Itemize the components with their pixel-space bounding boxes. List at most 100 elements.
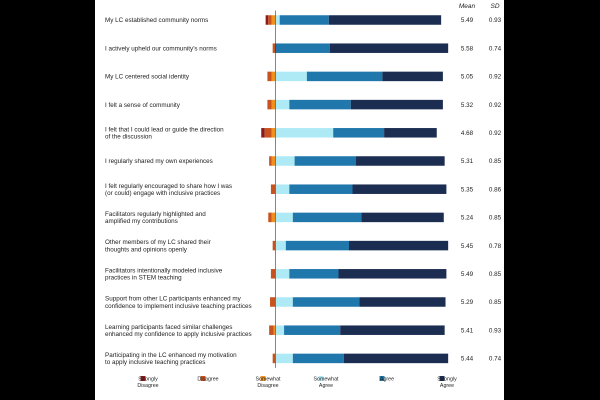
- row-label: My LC established community norms: [105, 17, 208, 24]
- stacked-bar-chart: Mean SD My LC established community norm…: [105, 3, 502, 389]
- bar-segment: [328, 15, 442, 25]
- bar-segment: [292, 212, 362, 223]
- bar-segment: [289, 99, 351, 110]
- legend-label: Disagree: [257, 383, 278, 389]
- legend-item: Disagree: [197, 376, 219, 383]
- row-label: Other members of my LC shared their: [105, 239, 211, 246]
- bar-segment: [272, 240, 276, 251]
- bar-segment: [271, 99, 276, 110]
- bar-segment: [284, 325, 341, 335]
- bar-segment: [264, 128, 272, 138]
- chart-row: Facilitators regularly highlighted andam…: [105, 211, 502, 225]
- legend-item: Agree: [379, 376, 394, 383]
- chart-row: I regularly shared my own experiences 5.3…: [105, 156, 502, 166]
- legend-swatch: [200, 376, 206, 381]
- row-label: I actively upheld our community's norms: [105, 45, 217, 52]
- chart-row: Support from other LC participants enhan…: [105, 296, 502, 310]
- row-label: thoughts and opinions openly: [105, 246, 188, 253]
- bar-segment: [272, 43, 276, 53]
- legend-label: Agree: [319, 383, 333, 389]
- bar-segment: [384, 128, 437, 138]
- mean-value: 5.44: [461, 356, 474, 363]
- bar-segment: [273, 325, 276, 335]
- legend-swatch: [140, 376, 146, 381]
- legend-label: Agree: [440, 383, 454, 389]
- mean-value: 5.31: [461, 158, 474, 165]
- bar-segment: [275, 212, 293, 223]
- chart-row: Facilitators intentionally modeled inclu…: [105, 267, 502, 281]
- legend-label: Somewhat: [255, 377, 281, 383]
- mean-value: 5.32: [461, 102, 474, 109]
- bar-segment: [294, 156, 357, 166]
- row-label: I felt that I could lead or guide the di…: [105, 126, 224, 133]
- chart-row: I actively upheld our community's norms 5…: [105, 43, 502, 53]
- sd-value: 0.78: [489, 243, 502, 250]
- bar-segment: [271, 15, 276, 25]
- sd-value: 0.93: [489, 17, 502, 24]
- bar-segment: [265, 15, 269, 25]
- legend-swatch: [439, 376, 445, 381]
- bar-segment: [356, 156, 445, 166]
- bar-segment: [349, 240, 449, 251]
- chart-figure: Mean SD My LC established community norm…: [95, 0, 504, 400]
- bar-segment: [261, 128, 265, 138]
- bar-segment: [275, 128, 334, 138]
- mean-value: 5.41: [461, 327, 474, 334]
- sd-value: 0.92: [489, 74, 502, 81]
- legend-label: Disagree: [137, 383, 158, 389]
- bar-segment: [275, 71, 307, 82]
- bar-segment: [343, 353, 449, 364]
- sd-value: 0.92: [489, 130, 502, 137]
- bar-segment: [267, 99, 272, 110]
- mean-value: 4.68: [461, 130, 474, 137]
- bar-segment: [275, 156, 295, 166]
- mean-value: 5.49: [461, 17, 474, 24]
- bar-segment: [333, 128, 385, 138]
- bar-segment: [271, 212, 276, 223]
- bar-segment: [271, 128, 276, 138]
- bar-segment: [275, 15, 280, 25]
- bar-segment: [275, 43, 330, 53]
- bar-segment: [275, 99, 290, 110]
- mean-value: 5.24: [461, 215, 474, 222]
- legend-swatch: [260, 376, 266, 381]
- chart-row: Participating in the LC enhanced my moti…: [105, 352, 502, 366]
- sd-value: 0.85: [489, 271, 502, 278]
- mean-header: Mean: [459, 3, 476, 10]
- mean-value: 5.49: [461, 271, 474, 278]
- bar-segment: [329, 43, 449, 53]
- bar-segment: [272, 353, 276, 364]
- chart-row: I felt a sense of community 5.32 0.92: [105, 99, 502, 110]
- bar-segment: [350, 99, 443, 110]
- row-label: confidence to implement inclusive teachi…: [105, 303, 252, 310]
- row-label: I regularly shared my own experiences: [105, 158, 213, 165]
- sd-value: 0.85: [489, 299, 502, 306]
- legend-label: Disagree: [197, 377, 218, 383]
- chart-row: I felt that I could lead or guide the di…: [105, 126, 502, 140]
- sd-value: 0.92: [489, 102, 502, 109]
- bar-segment: [306, 71, 383, 82]
- row-label: I felt regularly encouraged to share how…: [105, 183, 232, 190]
- sd-value: 0.93: [489, 327, 502, 334]
- row-label: Facilitators intentionally modeled inclu…: [105, 267, 223, 274]
- bar-segment: [285, 240, 349, 251]
- legend-swatch: [379, 376, 385, 381]
- bar-segment: [382, 71, 443, 82]
- row-label: of the discussion: [105, 134, 152, 141]
- row-label: I felt a sense of community: [105, 102, 181, 109]
- chart-row: My LC established community norms 5.49 0.9…: [105, 15, 502, 25]
- bar-segment: [289, 269, 339, 279]
- mean-value: 5.29: [461, 299, 474, 306]
- legend-label: Strongly: [437, 377, 457, 383]
- sd-value: 0.86: [489, 186, 502, 193]
- row-label: Facilitators regularly highlighted and: [105, 211, 206, 218]
- bar-segment: [270, 269, 276, 279]
- bar-segment: [340, 325, 445, 335]
- bar-segment: [270, 184, 276, 194]
- bar-segment: [269, 156, 272, 166]
- legend-label: Agree: [380, 377, 394, 383]
- legend-label: Strongly: [138, 377, 158, 383]
